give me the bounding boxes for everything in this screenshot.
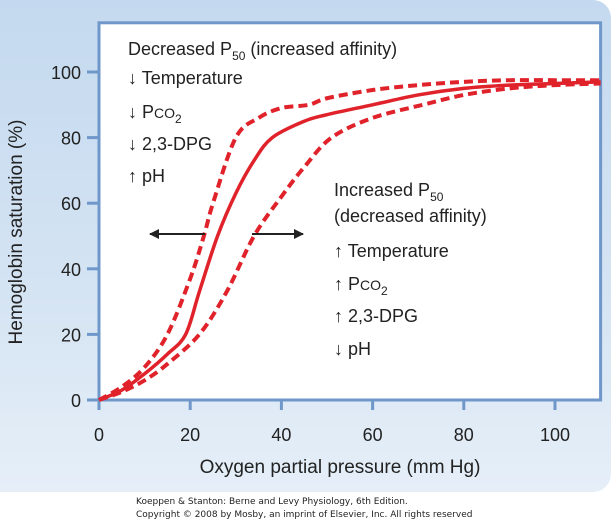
annotation-item: ↓ 2,3-DPG — [128, 134, 212, 154]
caption-line-2: Copyright © 2008 by Mosby, an imprint of… — [136, 510, 472, 520]
x-tick-label: 100 — [540, 425, 570, 445]
left-annotation-title: Decreased P50 (increased affinity) — [128, 39, 397, 63]
right-annotation-title: Increased P50 — [334, 180, 444, 204]
x-tick-label: 40 — [271, 425, 291, 445]
y-axis-title: Hemoglobin saturation (%) — [6, 120, 27, 345]
x-tick-label: 0 — [94, 425, 104, 445]
arrow-up-icon: ↑ — [128, 166, 142, 186]
y-tick-label: 100 — [51, 63, 81, 83]
annotation-item: ↑ pH — [128, 166, 165, 186]
y-tick-label: 0 — [71, 391, 81, 411]
annotation-item: ↑ Temperature — [334, 241, 449, 261]
arrow-down-icon: ↓ — [128, 134, 142, 154]
x-tick-label: 20 — [180, 425, 200, 445]
y-tick-label: 40 — [61, 260, 81, 280]
right-annotation-subtitle: (decreased affinity) — [334, 206, 487, 226]
y-tick-label: 20 — [61, 325, 81, 345]
arrow-up-icon: ↑ — [334, 274, 348, 294]
x-tick-label: 60 — [363, 425, 383, 445]
x-tick-label: 80 — [454, 425, 474, 445]
x-axis-title: Oxygen partial pressure (mm Hg) — [200, 457, 481, 478]
y-tick-label: 60 — [61, 194, 81, 214]
normal-curve — [98, 80, 601, 402]
annotation-item: ↓ PCO2 — [128, 102, 182, 126]
y-tick-label: 80 — [61, 129, 81, 149]
caption-line-1: Koeppen & Stanton: Berne and Levy Physio… — [136, 497, 408, 507]
low-affinity-curve — [98, 81, 601, 402]
annotation-item: ↑ PCO2 — [334, 274, 388, 298]
arrow-up-icon: ↑ — [334, 306, 348, 326]
annotation-item: ↓ Temperature — [128, 68, 243, 88]
arrow-down-icon: ↓ — [128, 68, 142, 88]
annotation-item: ↑ 2,3-DPG — [334, 306, 418, 326]
arrow-up-icon: ↑ — [334, 241, 348, 261]
high-affinity-curve — [98, 78, 601, 402]
arrow-down-icon: ↓ — [334, 339, 348, 359]
annotation-item: ↓ pH — [334, 339, 371, 359]
arrow-down-icon: ↓ — [128, 102, 142, 122]
